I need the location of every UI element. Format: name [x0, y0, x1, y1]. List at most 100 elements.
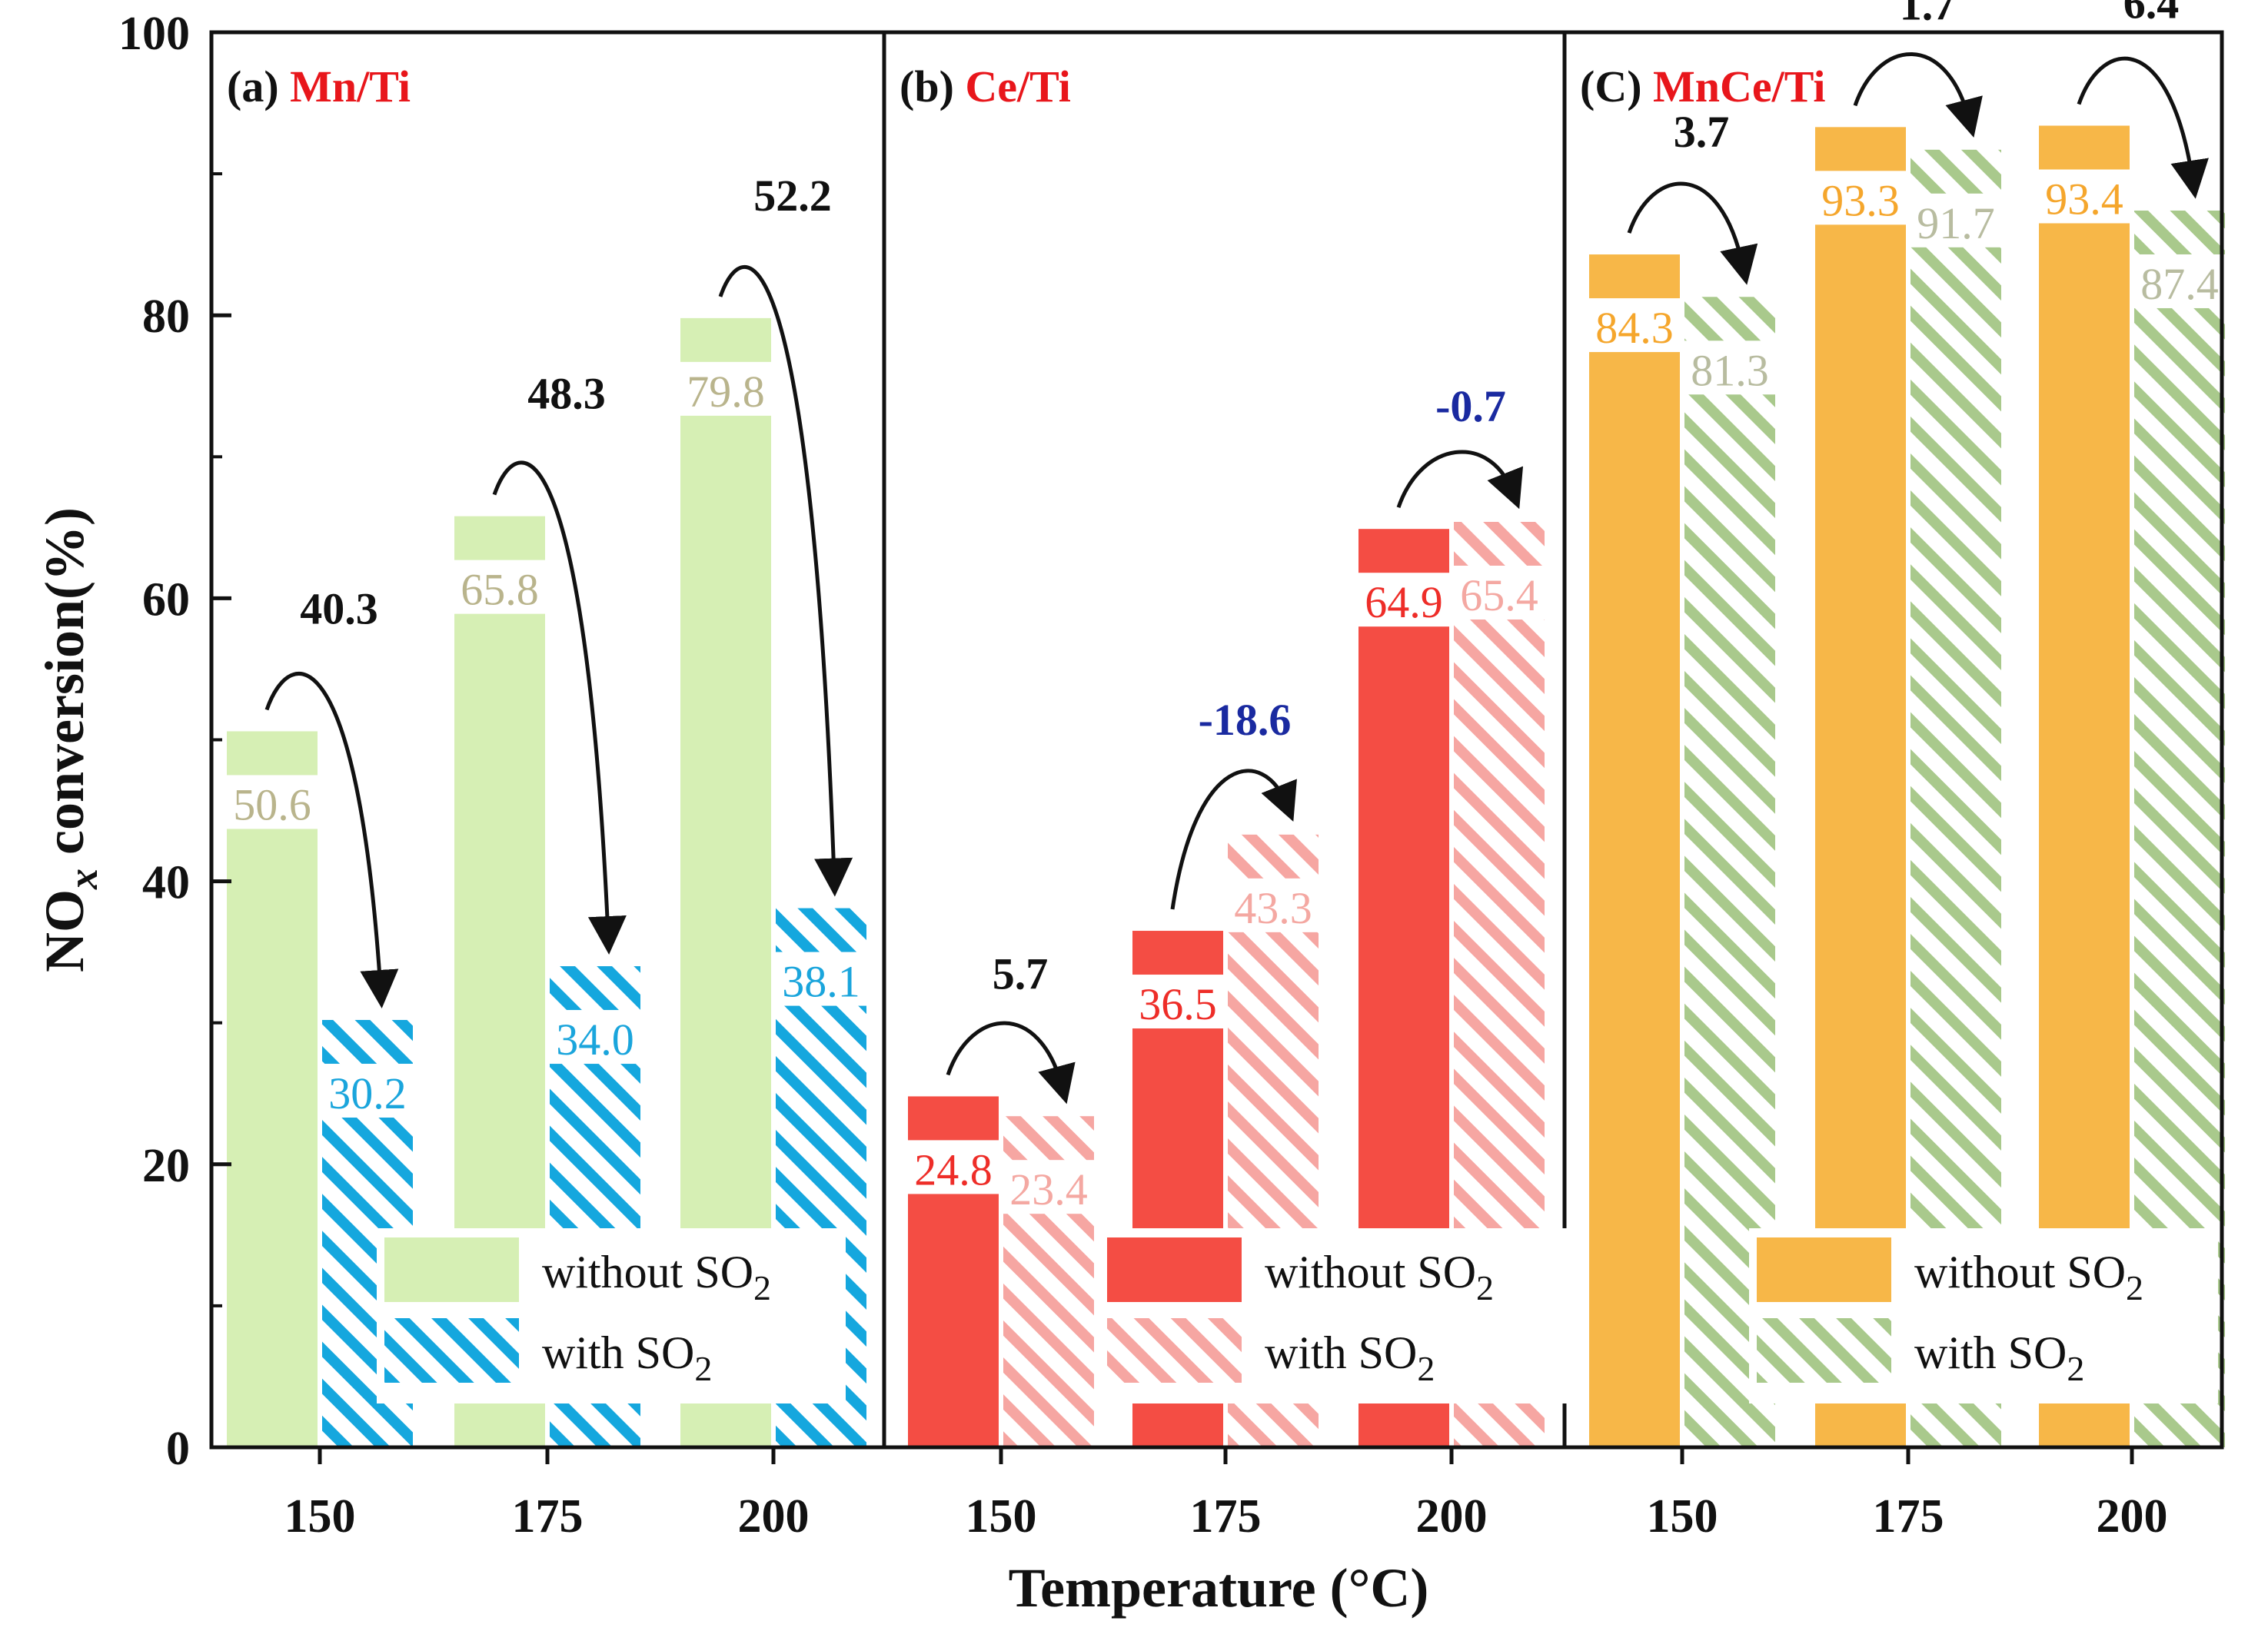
legend-label-mn-ti-0: without SO2: [542, 1247, 771, 1307]
change-arrow-mn-ti-175: [492, 460, 627, 955]
value-label-mn-ti-175-without-so2: 65.8: [461, 565, 539, 615]
panel-title-mn-ti: (a) Mn/Ti: [227, 61, 411, 111]
y-tick-label-20: 20: [142, 1140, 190, 1192]
y-axis-title-sub: x: [60, 869, 106, 890]
value-label-mnce-ti-200-without-so2: 93.4: [2045, 174, 2123, 224]
x-tick-label-ce-ti-175: 175: [1190, 1490, 1262, 1543]
value-label-bg: [1355, 573, 1452, 627]
value-label-ce-ti-150-without-so2: 24.8: [914, 1144, 993, 1194]
value-label-bg: [547, 1010, 643, 1065]
legend-text-main: without SO: [542, 1247, 753, 1297]
x-tick-label-mn-ti-150: 150: [284, 1490, 356, 1543]
y-tick-label-40: 40: [142, 857, 190, 909]
legend-label-mn-ti-1: with SO2: [542, 1327, 712, 1388]
change-label-ce-ti-150: 5.7: [993, 948, 1049, 998]
legend-swatch-ce-ti-1: [1107, 1318, 1242, 1383]
value-label-bg: [319, 1064, 416, 1118]
change-arrow-mnce-ti-200: [2077, 56, 2209, 199]
value-label-ce-ti-175-without-so2: 36.5: [1139, 979, 1217, 1029]
value-label-bg: [1000, 1160, 1097, 1214]
change-arrow-mnce-ti-150: [1627, 181, 1758, 285]
legend-swatch-mnce-ti-1: [1757, 1318, 1891, 1383]
panel-tag: (b): [900, 61, 965, 111]
change-label-mnce-ti-175: 1.7: [1900, 0, 1956, 29]
x-tick-label-ce-ti-150: 150: [966, 1490, 1037, 1543]
y-tick-label-0: 0: [166, 1423, 190, 1475]
legend-label-mnce-ti-1: with SO2: [1914, 1327, 2084, 1388]
change-arrow-mn-ti-200: [718, 264, 853, 897]
value-label-bg: [224, 775, 321, 829]
legend-text-main: with SO: [1914, 1327, 2067, 1378]
x-tick-label-ce-ti-200: 200: [1416, 1490, 1488, 1543]
legend-label-ce-ti-1: with SO2: [1265, 1327, 1435, 1388]
y-tick-label-80: 80: [142, 291, 190, 343]
change-label-mnce-ti-200: 6.4: [2123, 0, 2180, 28]
legend-text-main: without SO: [1914, 1247, 2126, 1297]
value-label-bg: [1681, 340, 1778, 395]
value-label-bg: [2036, 169, 2133, 224]
panel-name: Mn/Ti: [290, 61, 411, 111]
change-label-mnce-ti-150: 3.7: [1674, 107, 1730, 157]
legend-swatch-mn-ti-1: [384, 1318, 519, 1383]
value-label-bg: [1225, 878, 1322, 932]
y-axis-title-prefix: NO: [34, 889, 95, 972]
value-label-mn-ti-200-without-so2: 79.8: [687, 367, 765, 417]
value-label-bg: [1451, 565, 1548, 620]
x-tick-label-mnce-ti-175: 175: [1873, 1490, 1944, 1543]
value-label-mnce-ti-200-with-so2: 87.4: [2140, 259, 2219, 309]
y-tick-label-100: 100: [118, 8, 190, 60]
value-label-bg: [1812, 171, 1909, 225]
value-label-bg: [1586, 298, 1683, 353]
x-tick-label-mn-ti-200: 200: [738, 1490, 810, 1543]
x-tick-label-mnce-ti-150: 150: [1647, 1490, 1718, 1543]
legend-text-main: without SO: [1265, 1247, 1476, 1297]
value-label-mnce-ti-150-with-so2: 81.3: [1691, 345, 1769, 395]
legend-text-sub: 2: [1417, 1349, 1435, 1388]
value-label-ce-ti-200-with-so2: 65.4: [1460, 570, 1538, 620]
panel-tag: (a): [227, 61, 290, 111]
y-axis-title-suffix: conversion(%): [34, 507, 95, 869]
change-arrow-mn-ti-150: [264, 671, 399, 1008]
change-label-mn-ti-150: 40.3: [300, 583, 378, 633]
change-arrow-ce-ti-150: [946, 1021, 1076, 1104]
value-label-mnce-ti-175-with-so2: 91.7: [1917, 198, 1995, 248]
value-label-mn-ti-200-with-so2: 38.1: [782, 957, 860, 1007]
legend-text-main: with SO: [542, 1327, 694, 1378]
panel-tag: (C): [1580, 61, 1653, 111]
legend-swatch-mnce-ti-0: [1757, 1237, 1891, 1302]
value-label-mn-ti-175-with-so2: 34.0: [556, 1015, 634, 1065]
bar-mn-ti-150-without-so2: [227, 731, 318, 1447]
bar-mnce-ti-175-without-so2: [1815, 127, 1906, 1447]
panel-title-ce-ti: (b) Ce/Ti: [900, 61, 1071, 111]
change-label-ce-ti-200: -0.7: [1435, 381, 1506, 431]
legend-text-sub: 2: [2067, 1349, 2084, 1388]
value-label-bg: [773, 952, 870, 1006]
x-tick-label-mnce-ti-200: 200: [2097, 1490, 2168, 1543]
y-tick-label-60: 60: [142, 573, 190, 626]
legend-swatch-ce-ti-0: [1107, 1237, 1242, 1302]
x-tick-label-mn-ti-175: 175: [512, 1490, 584, 1543]
legend-label-mnce-ti-0: without SO2: [1914, 1247, 2143, 1307]
change-arrow-ce-ti-175: [1170, 769, 1297, 910]
value-label-bg: [677, 361, 774, 416]
change-arrow-mnce-ti-175: [1853, 52, 1983, 138]
bar-mnce-ti-200-without-so2: [2039, 125, 2130, 1448]
value-label-bg: [2131, 254, 2228, 308]
value-label-bg: [1129, 975, 1226, 1029]
legend-text-main: with SO: [1265, 1327, 1417, 1378]
change-label-ce-ti-175: -18.6: [1199, 695, 1292, 745]
value-label-bg: [451, 560, 548, 614]
value-label-bg: [1907, 193, 2004, 247]
legend-text-sub: 2: [694, 1349, 712, 1388]
panel-name: Ce/Ti: [965, 61, 1071, 111]
y-axis-title: NOx conversion(%): [34, 507, 106, 972]
bar-mnce-ti-150-without-so2: [1589, 254, 1680, 1447]
legend-swatch-mn-ti-0: [384, 1237, 519, 1302]
legend-label-ce-ti-0: without SO2: [1265, 1247, 1494, 1307]
value-label-mn-ti-150-with-so2: 30.2: [328, 1068, 407, 1118]
x-axis-title: Temperature (°C): [1009, 1557, 1429, 1619]
value-label-mnce-ti-175-without-so2: 93.3: [1821, 175, 1900, 225]
value-label-ce-ti-200-without-so2: 64.9: [1365, 577, 1443, 627]
legend-text-sub: 2: [1476, 1268, 1494, 1307]
